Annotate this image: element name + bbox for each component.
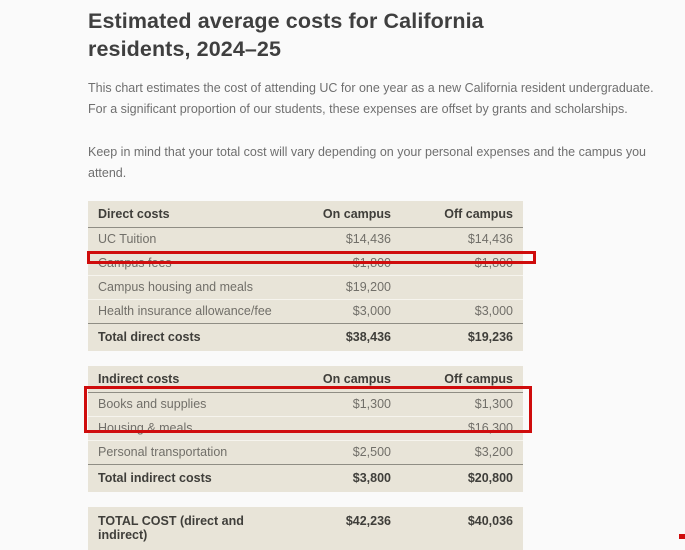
page-title: Estimated average costs for California r… bbox=[88, 9, 484, 61]
on-campus-value: $19,200 bbox=[286, 275, 401, 300]
off-campus-value: $1,800 bbox=[401, 251, 523, 276]
table-row-personal-transportation: Personal transportation $2,500 $3,200 bbox=[88, 441, 523, 465]
on-campus-value bbox=[286, 416, 401, 441]
table-row-campus-fees: Campus fees $1,800 $1,800 bbox=[88, 251, 523, 276]
direct-costs-title: Direct costs bbox=[88, 201, 286, 228]
indirect-costs-title: Indirect costs bbox=[88, 366, 286, 393]
row-label: Personal transportation bbox=[98, 445, 228, 459]
table-row-total-indirect-costs: Total indirect costs $3,800 $20,800 bbox=[88, 464, 523, 492]
table-row-health-insurance: Health insurance allowance/fee $3,000 $3… bbox=[88, 300, 523, 324]
table-row-uc-tuition: UC Tuition $14,436 $14,436 bbox=[88, 227, 523, 252]
total-label: Total indirect costs bbox=[88, 464, 286, 492]
row-label: Campus housing and meals bbox=[88, 275, 286, 300]
on-campus-total: $3,800 bbox=[286, 464, 401, 492]
note-paragraph: Keep in mind that your total cost will v… bbox=[88, 145, 646, 180]
on-campus-value: $1,800 bbox=[286, 251, 401, 276]
off-campus-total: $19,236 bbox=[401, 323, 523, 351]
on-campus-grand-total: $42,236 bbox=[345, 514, 391, 528]
table-row-housing-and-meals: Housing & meals $16,300 bbox=[88, 416, 523, 441]
off-campus-value: $3,000 bbox=[474, 304, 513, 318]
on-campus-column-header: On campus bbox=[286, 366, 401, 393]
off-campus-value: $16,300 bbox=[401, 416, 523, 441]
red-annotation-corner-mark bbox=[679, 534, 685, 539]
row-label: Campus fees bbox=[88, 251, 286, 276]
total-label: Total direct costs bbox=[88, 323, 286, 351]
direct-costs-header-row: Direct costs On campus Off campus bbox=[88, 201, 523, 228]
off-campus-value: $1,300 bbox=[401, 392, 523, 417]
on-campus-value: $2,500 bbox=[352, 445, 391, 459]
off-campus-value bbox=[401, 275, 523, 300]
off-campus-column-header: Off campus bbox=[401, 201, 523, 228]
intro-paragraph: This chart estimates the cost of attendi… bbox=[88, 81, 654, 116]
indirect-costs-header-row: Indirect costs On campus Off campus bbox=[88, 366, 523, 393]
grand-total-label: TOTAL COST (direct and indirect) bbox=[98, 514, 244, 542]
on-campus-total: $38,436 bbox=[286, 323, 401, 351]
row-label: Health insurance allowance/fee bbox=[98, 304, 272, 318]
row-label: Housing & meals bbox=[88, 416, 286, 441]
on-campus-value: $1,300 bbox=[286, 392, 401, 417]
article-content: Estimated average costs for California r… bbox=[88, 0, 673, 550]
direct-costs-table: Direct costs On campus Off campus UC Tui… bbox=[88, 201, 523, 351]
table-row-total-direct-costs: Total direct costs $38,436 $19,236 bbox=[88, 323, 523, 351]
table-row-campus-housing-and-meals: Campus housing and meals $19,200 bbox=[88, 275, 523, 300]
table-row-books-and-supplies: Books and supplies $1,300 $1,300 bbox=[88, 392, 523, 417]
off-campus-value: $14,436 bbox=[401, 227, 523, 252]
table-row-grand-total: TOTAL COST (direct and indirect) $42,236… bbox=[88, 507, 523, 550]
grand-total-table: TOTAL COST (direct and indirect) $42,236… bbox=[88, 507, 523, 550]
indirect-costs-table: Indirect costs On campus Off campus Book… bbox=[88, 366, 523, 492]
off-campus-column-header: Off campus bbox=[401, 366, 523, 393]
off-campus-total: $20,800 bbox=[401, 464, 523, 492]
on-campus-value: $14,436 bbox=[286, 227, 401, 252]
row-label: UC Tuition bbox=[88, 227, 286, 252]
off-campus-value: $3,200 bbox=[474, 445, 513, 459]
off-campus-grand-total: $40,036 bbox=[467, 514, 513, 528]
row-label: Books and supplies bbox=[88, 392, 286, 417]
on-campus-value: $3,000 bbox=[352, 304, 391, 318]
on-campus-column-header: On campus bbox=[286, 201, 401, 228]
